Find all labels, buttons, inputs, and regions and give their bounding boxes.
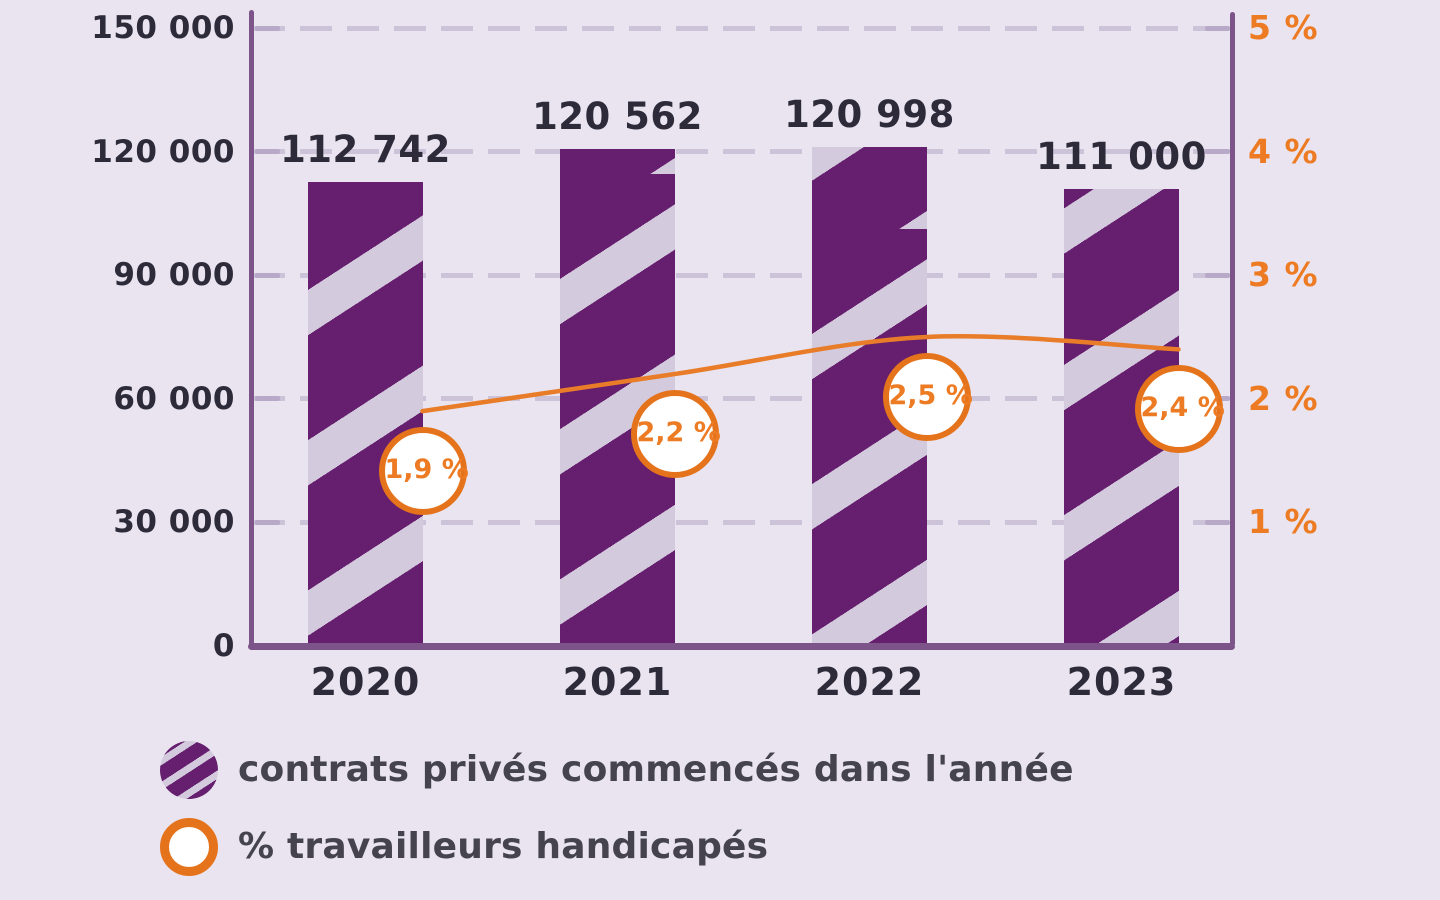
x-axis-label: 2023 <box>1066 660 1177 704</box>
bar-value-label: 120 998 <box>784 93 955 137</box>
legend-label-contracts: contrats privés commencés dans l'année <box>238 749 1074 790</box>
y-axis-label: 120 000 <box>91 133 235 170</box>
bar-value-label: 120 562 <box>532 95 703 139</box>
right-axis-label: 3 % <box>1248 255 1319 295</box>
right-axis-label: 2 % <box>1248 378 1319 418</box>
percent-badge-2022: 2,5 % <box>882 353 973 441</box>
gridline-150000 <box>253 25 1232 31</box>
right-axis-tick <box>1205 272 1230 278</box>
percent-badge-2020: 1,9 % <box>378 427 469 516</box>
striped-bar-swatch-icon <box>160 741 218 799</box>
legend-label-percentage: % travailleurs handicapés <box>238 826 769 867</box>
right-axis-tick <box>1205 25 1230 31</box>
right-axis-label: 5 % <box>1248 8 1319 47</box>
legend-item-contracts: contrats privés commencés dans l'année <box>160 741 1074 799</box>
y-axis-label: 150 000 <box>91 10 235 46</box>
y-axis-label: 90 000 <box>113 257 235 294</box>
legend-item-percentage: % travailleurs handicapés <box>160 818 1074 876</box>
right-axis-line <box>1230 12 1235 646</box>
right-axis-label: 4 % <box>1248 131 1319 171</box>
x-axis-label: 2022 <box>814 660 925 704</box>
y-axis-label: 60 000 <box>113 380 235 417</box>
right-axis-tick <box>1205 149 1230 155</box>
bar-value-label: 112 742 <box>280 127 451 171</box>
left-axis-tick <box>255 272 280 278</box>
left-axis-tick <box>255 149 280 155</box>
x-axis-baseline <box>248 643 1235 650</box>
right-axis-label: 1 % <box>1248 502 1319 542</box>
gridline-30000 <box>253 519 1232 525</box>
percent-badge-2021: 2,2 % <box>630 390 721 479</box>
bar-value-label: 111 000 <box>1036 134 1207 178</box>
gridline-90000 <box>253 272 1232 278</box>
x-axis-label: 2021 <box>562 660 673 704</box>
y-axis-label: 30 000 <box>113 504 235 541</box>
chart-legend: contrats privés commencés dans l'année %… <box>160 741 1074 895</box>
left-axis-line <box>249 10 254 646</box>
bar-2020 <box>308 181 423 646</box>
left-axis-tick <box>255 25 280 31</box>
x-axis-label: 2020 <box>310 660 421 704</box>
right-axis-tick <box>1205 519 1230 525</box>
percent-badge-2023: 2,4 % <box>1134 365 1225 454</box>
gridline-120000 <box>253 149 1232 155</box>
y-axis-label: 0 <box>212 628 235 664</box>
percent-ring-swatch-icon <box>160 818 218 876</box>
left-axis-tick <box>255 519 280 525</box>
left-axis-tick <box>255 396 280 402</box>
